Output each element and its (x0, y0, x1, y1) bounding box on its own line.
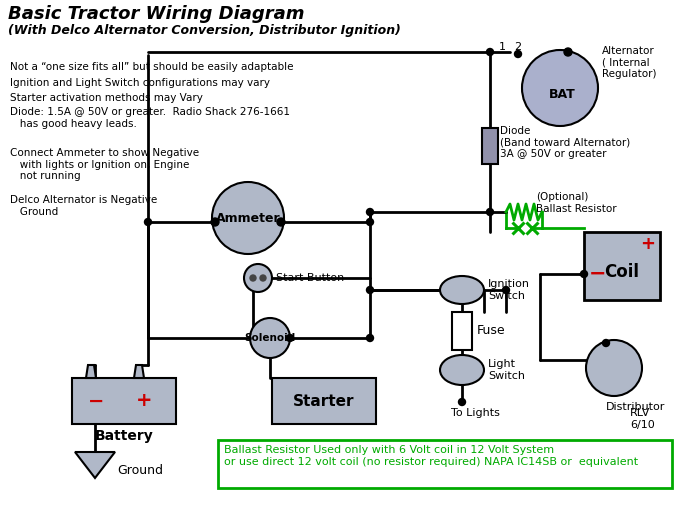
Text: Ballast Resistor Used only with 6 Volt coil in 12 Volt System
or use direct 12 v: Ballast Resistor Used only with 6 Volt c… (224, 445, 638, 466)
Ellipse shape (440, 276, 484, 304)
Circle shape (286, 334, 294, 342)
FancyBboxPatch shape (218, 440, 672, 488)
Ellipse shape (440, 355, 484, 385)
Polygon shape (134, 365, 144, 378)
FancyBboxPatch shape (482, 128, 498, 164)
FancyBboxPatch shape (272, 378, 376, 424)
FancyBboxPatch shape (72, 378, 176, 424)
Text: Fuse: Fuse (477, 325, 506, 337)
Text: (Optional)
Ballast Resistor: (Optional) Ballast Resistor (536, 192, 616, 214)
Text: (With Delco Alternator Conversion, Distributor Ignition): (With Delco Alternator Conversion, Distr… (8, 24, 401, 37)
Circle shape (522, 50, 598, 126)
Text: To Lights: To Lights (451, 408, 500, 418)
Circle shape (367, 218, 374, 225)
Text: Distributor: Distributor (606, 402, 665, 412)
Text: Starter: Starter (293, 394, 355, 409)
Text: Connect Ammeter to show Negative
   with lights or Ignition on, Engine
   not ru: Connect Ammeter to show Negative with li… (10, 148, 199, 181)
Circle shape (367, 286, 374, 294)
Text: Coil: Coil (605, 263, 640, 281)
Circle shape (250, 275, 256, 281)
Text: Ammeter: Ammeter (215, 212, 280, 224)
Text: Basic Tractor Wiring Diagram: Basic Tractor Wiring Diagram (8, 5, 305, 23)
Circle shape (586, 340, 642, 396)
Circle shape (244, 264, 272, 292)
Text: Starter activation methods may Vary: Starter activation methods may Vary (10, 93, 203, 103)
Text: −: − (589, 264, 607, 284)
Text: Start Button: Start Button (276, 273, 344, 283)
Circle shape (367, 334, 374, 342)
Circle shape (564, 48, 572, 56)
Text: 1: 1 (499, 42, 506, 52)
Polygon shape (75, 452, 115, 478)
Circle shape (486, 49, 493, 56)
Text: Battery: Battery (95, 429, 153, 443)
Circle shape (250, 318, 290, 358)
Circle shape (581, 270, 588, 278)
Text: Ground: Ground (117, 463, 163, 476)
Text: Light
Switch: Light Switch (488, 359, 525, 381)
FancyBboxPatch shape (584, 232, 660, 300)
Text: Delco Alternator is Negative
   Ground: Delco Alternator is Negative Ground (10, 195, 158, 217)
Circle shape (144, 218, 151, 225)
Text: +: + (136, 392, 152, 411)
Circle shape (603, 340, 610, 347)
Polygon shape (86, 365, 96, 378)
Text: Solenoid: Solenoid (244, 333, 296, 343)
Circle shape (211, 218, 219, 226)
Text: 2: 2 (515, 42, 522, 52)
Text: BAT: BAT (548, 88, 575, 101)
Circle shape (212, 182, 284, 254)
FancyBboxPatch shape (452, 312, 472, 350)
Text: Alternator
( Internal
Regulator): Alternator ( Internal Regulator) (602, 46, 656, 79)
Text: Diode: 1.5A @ 50V or greater.  Radio Shack 276-1661
   has good heavy leads.: Diode: 1.5A @ 50V or greater. Radio Shac… (10, 107, 290, 128)
Circle shape (260, 275, 266, 281)
Text: +: + (641, 235, 656, 253)
Text: Diode
(Band toward Alternator)
3A @ 50V or greater: Diode (Band toward Alternator) 3A @ 50V … (500, 126, 630, 159)
Circle shape (502, 286, 510, 294)
Circle shape (367, 208, 374, 216)
Text: Ignition and Light Switch configurations may vary: Ignition and Light Switch configurations… (10, 78, 270, 88)
Circle shape (458, 398, 466, 406)
Circle shape (486, 208, 493, 216)
Circle shape (277, 218, 285, 226)
Text: Not a “one size fits all” but should be easily adaptable: Not a “one size fits all” but should be … (10, 62, 294, 72)
Text: Ignition
Switch: Ignition Switch (488, 279, 530, 301)
Text: RLV
6/10: RLV 6/10 (630, 408, 655, 430)
Circle shape (515, 51, 522, 57)
Text: −: − (88, 392, 104, 411)
